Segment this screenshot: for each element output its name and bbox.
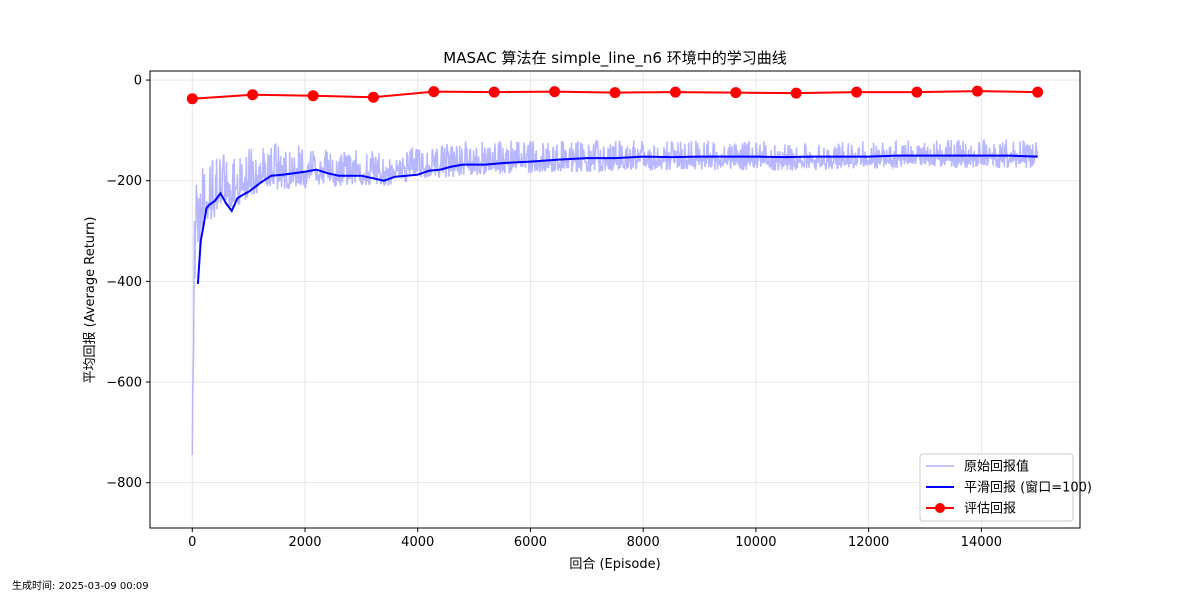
legend-box (919, 453, 1074, 522)
series-raw-return-line (191, 139, 1039, 456)
legend-label: 平滑回报 (窗口=100) (964, 480, 1092, 496)
x-tick-label: 14000 (961, 535, 1002, 550)
series-smoothed-return-line (196, 154, 1038, 284)
legend-marker (935, 503, 945, 513)
x-tick-label: 2000 (288, 535, 321, 550)
eval-return-point (367, 91, 379, 103)
plot-frame (149, 70, 1081, 529)
x-axis-label: 回合 (Episode) (569, 557, 660, 572)
x-tick-label: 10000 (735, 535, 776, 550)
x-tick-label: 4000 (401, 535, 434, 550)
eval-return-point (609, 87, 621, 99)
y-tick-label: 0 (134, 74, 142, 89)
eval-return-point (307, 90, 319, 102)
eval-return-point (911, 86, 923, 98)
generated-timestamp: 生成时间: 2025-03-09 00:09 (12, 581, 149, 592)
chart-title: MASAC 算法在 simple_line_n6 环境中的学习曲线 (443, 49, 786, 68)
x-tick-label: 8000 (627, 535, 660, 550)
grid (150, 71, 1080, 528)
x-tick-label: 12000 (848, 535, 889, 550)
y-axis-label: 平均回报 (Average Return) (83, 217, 98, 384)
legend-label: 原始回报值 (964, 459, 1029, 475)
eval-return-point (790, 87, 802, 99)
eval-return-point (186, 93, 198, 105)
x-tick-label: 6000 (514, 535, 547, 550)
ticks: 0 2000 4000 6000 8000 10000 12000 14000 0 −200 −40… (106, 74, 1002, 550)
legend-label: 评估回报 (964, 502, 1016, 517)
eval-return-point (428, 86, 440, 98)
eval-return-point (971, 85, 983, 97)
x-tick-label: 0 (188, 535, 196, 550)
data-layer (186, 85, 1044, 456)
eval-return-point (247, 89, 259, 101)
y-tick-label: −200 (106, 174, 142, 189)
eval-return-point (669, 86, 681, 98)
eval-return-point (1032, 86, 1044, 98)
y-tick-label: −600 (106, 376, 142, 391)
eval-return-point (488, 86, 500, 98)
y-tick-label: −800 (106, 476, 142, 491)
eval-return-point (730, 87, 742, 99)
eval-return-point (851, 86, 863, 98)
eval-return-point (549, 86, 561, 98)
y-tick-label: −400 (106, 275, 142, 290)
